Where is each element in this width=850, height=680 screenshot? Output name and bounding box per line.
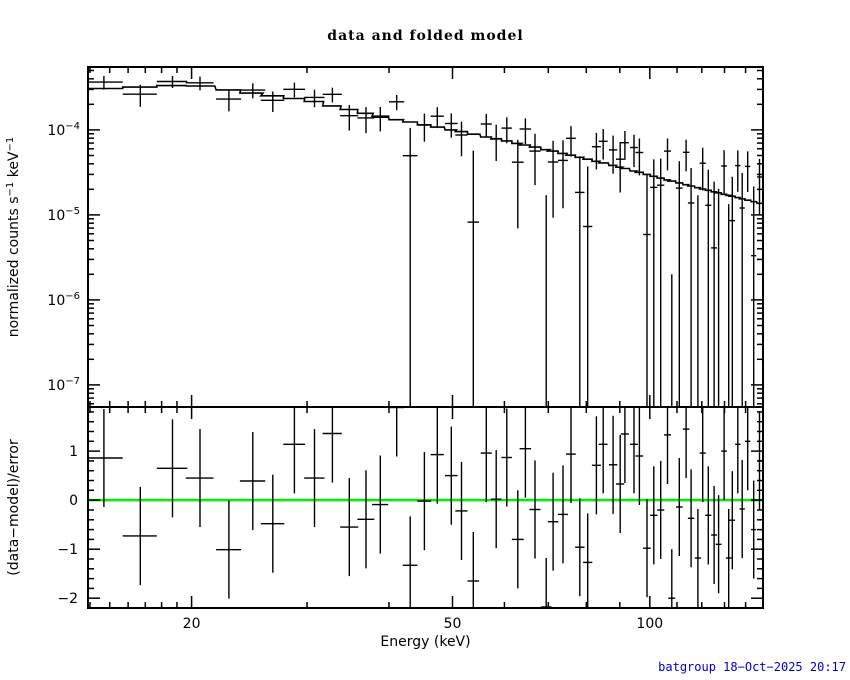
residual-tick-label: −1: [57, 542, 78, 558]
timestamp: batgroup 18−Oct−2025 20:17: [658, 660, 846, 674]
y-axis-label-top: normalized counts s−1 keV−1: [5, 137, 22, 338]
residual-tick-label: 1: [69, 444, 78, 460]
residual-tick-label: 0: [69, 493, 78, 509]
residual-tick-label: −2: [57, 591, 78, 607]
y-tick-label: 10−5: [47, 206, 80, 224]
tick-labels: 10−4 10−5 10−6 10−7 1 0 −1 −2 20 50 100 normalized …: [5, 121, 663, 632]
x-tick-label: 20: [183, 616, 201, 632]
y-axis-label-bottom: (data−model)/error: [6, 439, 22, 576]
x-axis-label: Energy (keV): [380, 634, 471, 650]
y-tick-label: 10−7: [47, 376, 80, 394]
residual-data-points: [88, 406, 762, 608]
plot-title: data and folded model: [327, 28, 524, 44]
folded-model-histogram: [88, 84, 762, 205]
x-tick-label: 100: [636, 616, 663, 632]
y-tick-label: 10−4: [47, 121, 80, 139]
axes-frame: [87, 66, 764, 609]
y-tick-label: 10−6: [47, 291, 80, 309]
spectrum-data-points: [88, 75, 762, 407]
x-tick-label: 50: [444, 616, 462, 632]
